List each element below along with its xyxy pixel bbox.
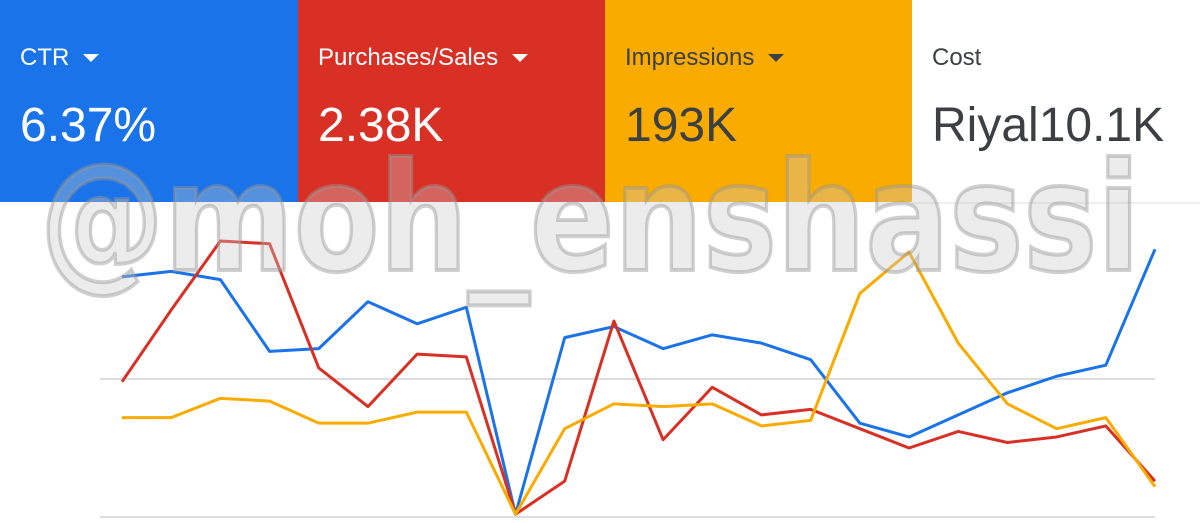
metric-label-text: Impressions xyxy=(625,44,755,71)
dropdown-caret[interactable] xyxy=(512,54,529,62)
metric-label-text: Purchases/Sales xyxy=(318,44,499,71)
metric-card[interactable]: Purchases/Sales 2.38K xyxy=(298,0,605,202)
dropdown-caret[interactable] xyxy=(83,54,100,62)
series-line xyxy=(120,239,1157,516)
metric-label-text: Cost xyxy=(932,44,982,71)
metric-label: CTR xyxy=(20,44,298,72)
metric-label-text: CTR xyxy=(20,44,70,71)
series-line xyxy=(121,248,1157,516)
series-line xyxy=(122,250,1157,516)
metric-card[interactable]: Cost Riyal10.1K xyxy=(912,0,1200,202)
metric-label: Purchases/Sales xyxy=(318,44,605,72)
watermark: @moh_enshassi xyxy=(40,132,1140,306)
metric-cards: CTR 6.37% Purchases/Sales 2.38K Impressions 1… xyxy=(0,0,1200,202)
dropdown-caret[interactable] xyxy=(768,54,785,62)
metric-value: 2.38K xyxy=(318,99,444,152)
metric-label: Cost xyxy=(932,44,1200,72)
metric-value: 6.37% xyxy=(20,99,157,152)
metric-value: 193K xyxy=(625,99,738,152)
metric-card[interactable]: CTR 6.37% xyxy=(0,0,298,202)
metric-label: Impressions xyxy=(625,44,912,72)
metric-value: Riyal10.1K xyxy=(932,99,1165,152)
metric-card[interactable]: Impressions 193K xyxy=(605,0,912,202)
